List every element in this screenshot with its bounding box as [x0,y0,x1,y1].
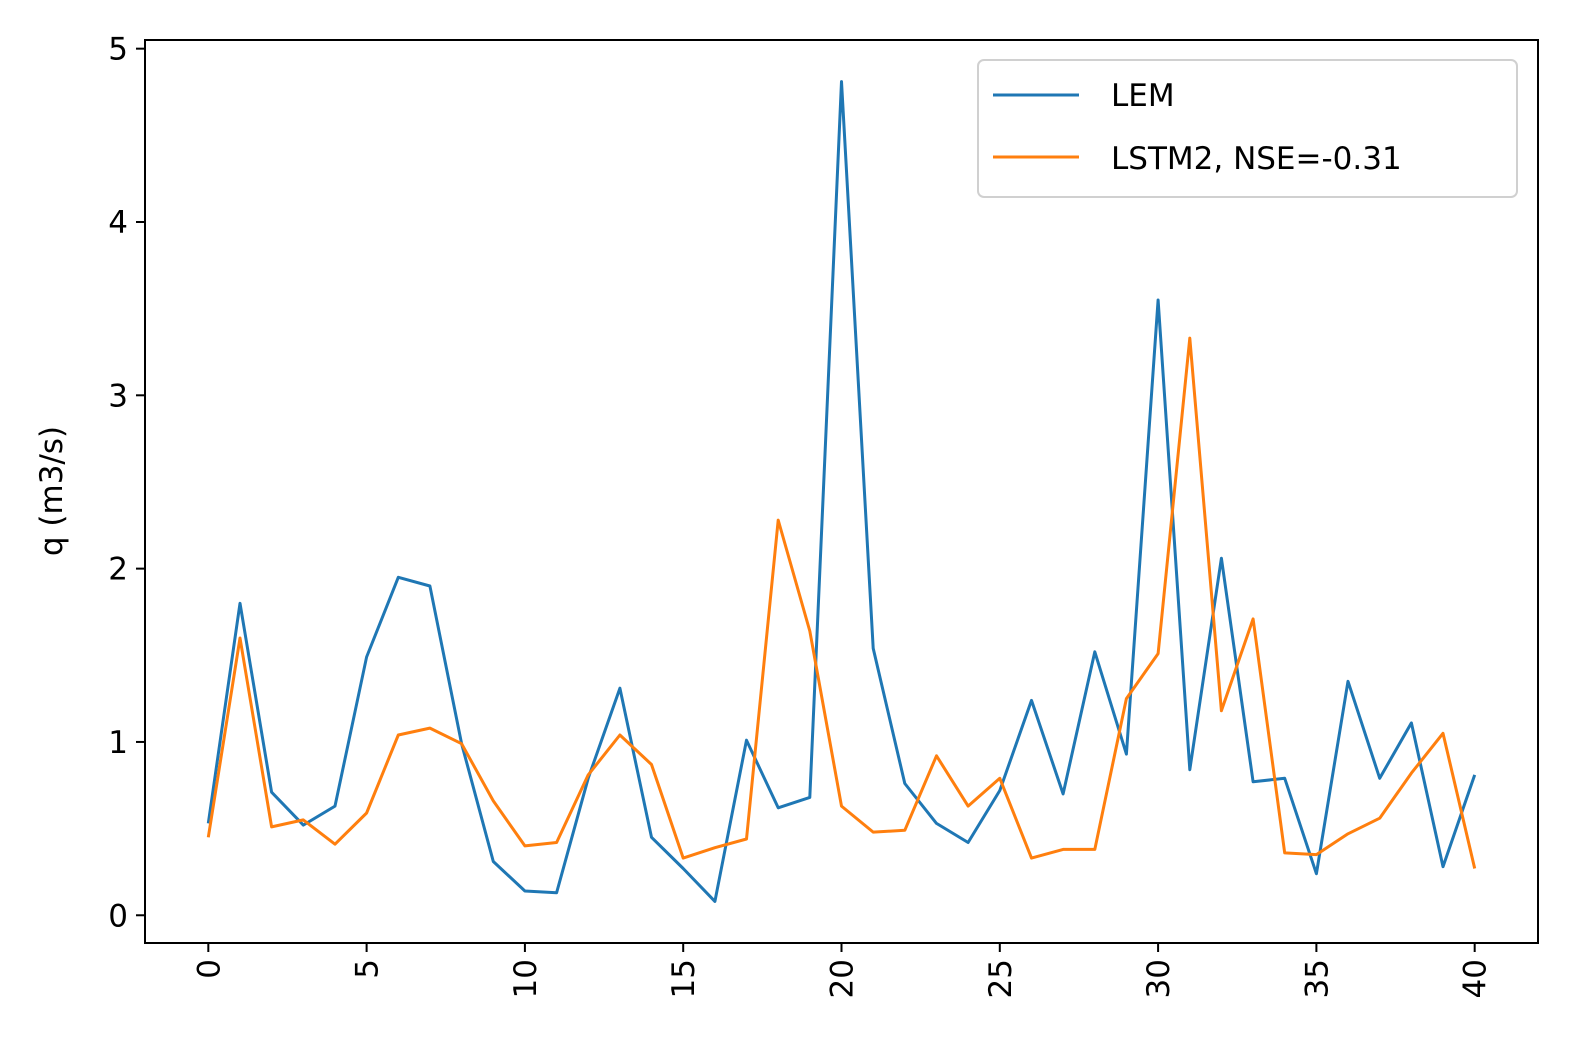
x-tick-label: 35 [1299,959,1335,998]
x-tick-label: 20 [825,959,861,998]
x-axis: 0 5 10 15 20 25 30 35 40 [191,943,1494,998]
x-tick-label: 5 [350,959,386,979]
y-tick-label: 0 [108,898,128,934]
legend: LEM LSTM2, NSE=-0.31 [977,59,1518,198]
y-tick-label: 3 [108,378,128,414]
legend-label-lstm2: LSTM2, NSE=-0.31 [1111,141,1402,177]
x-tick-label: 0 [191,959,227,979]
series-line-0 [206,80,1477,903]
x-tick-label: 40 [1458,959,1494,998]
x-tick-label: 30 [1141,959,1177,998]
legend-box [977,59,1518,198]
y-tick-label: 2 [108,552,128,588]
series-layer [206,80,1477,903]
y-axis: 0 1 2 3 4 5 [108,32,145,934]
series-line-1 [206,336,1477,869]
legend-label-lem: LEM [1111,78,1175,114]
y-tick-label: 1 [108,725,128,761]
y-tick-label: 5 [108,32,128,68]
x-tick-label: 15 [666,959,702,998]
y-tick-label: 4 [108,205,128,241]
x-tick-label: 10 [508,959,544,998]
y-axis-label: q (m3/s) [34,426,70,556]
x-tick-label: 25 [983,959,1019,998]
